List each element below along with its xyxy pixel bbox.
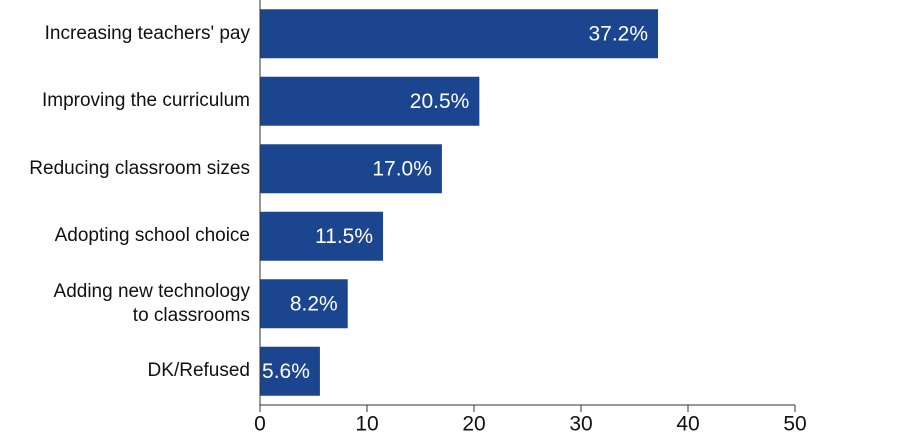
value-label: 8.2% <box>290 292 338 315</box>
x-tick-label: 30 <box>569 413 592 436</box>
value-label: 37.2% <box>588 22 648 45</box>
category-label: Adding new technology to classrooms <box>53 280 250 326</box>
x-tick-label: 50 <box>783 413 806 436</box>
x-tick-label: 10 <box>355 413 378 436</box>
bar <box>260 346 320 396</box>
bar <box>260 144 442 194</box>
category-label: Adopting school choice <box>54 225 250 247</box>
value-label: 5.6% <box>262 360 310 383</box>
bar <box>260 211 384 261</box>
category-label: Improving the curriculum <box>41 90 250 112</box>
value-label: 11.5% <box>315 225 373 248</box>
x-tick-label: 20 <box>462 413 485 436</box>
category-label: Increasing teachers' pay <box>44 22 250 44</box>
x-tick-label: 40 <box>676 413 699 436</box>
value-label: 20.5% <box>410 90 470 113</box>
value-label: 17.0% <box>372 157 432 180</box>
x-tick-label: 0 <box>254 413 266 436</box>
bar <box>260 279 348 329</box>
category-label: DK/Refused <box>147 360 250 382</box>
category-label: Reducing classroom sizes <box>29 157 250 179</box>
bar <box>260 76 480 126</box>
bar <box>260 9 659 59</box>
